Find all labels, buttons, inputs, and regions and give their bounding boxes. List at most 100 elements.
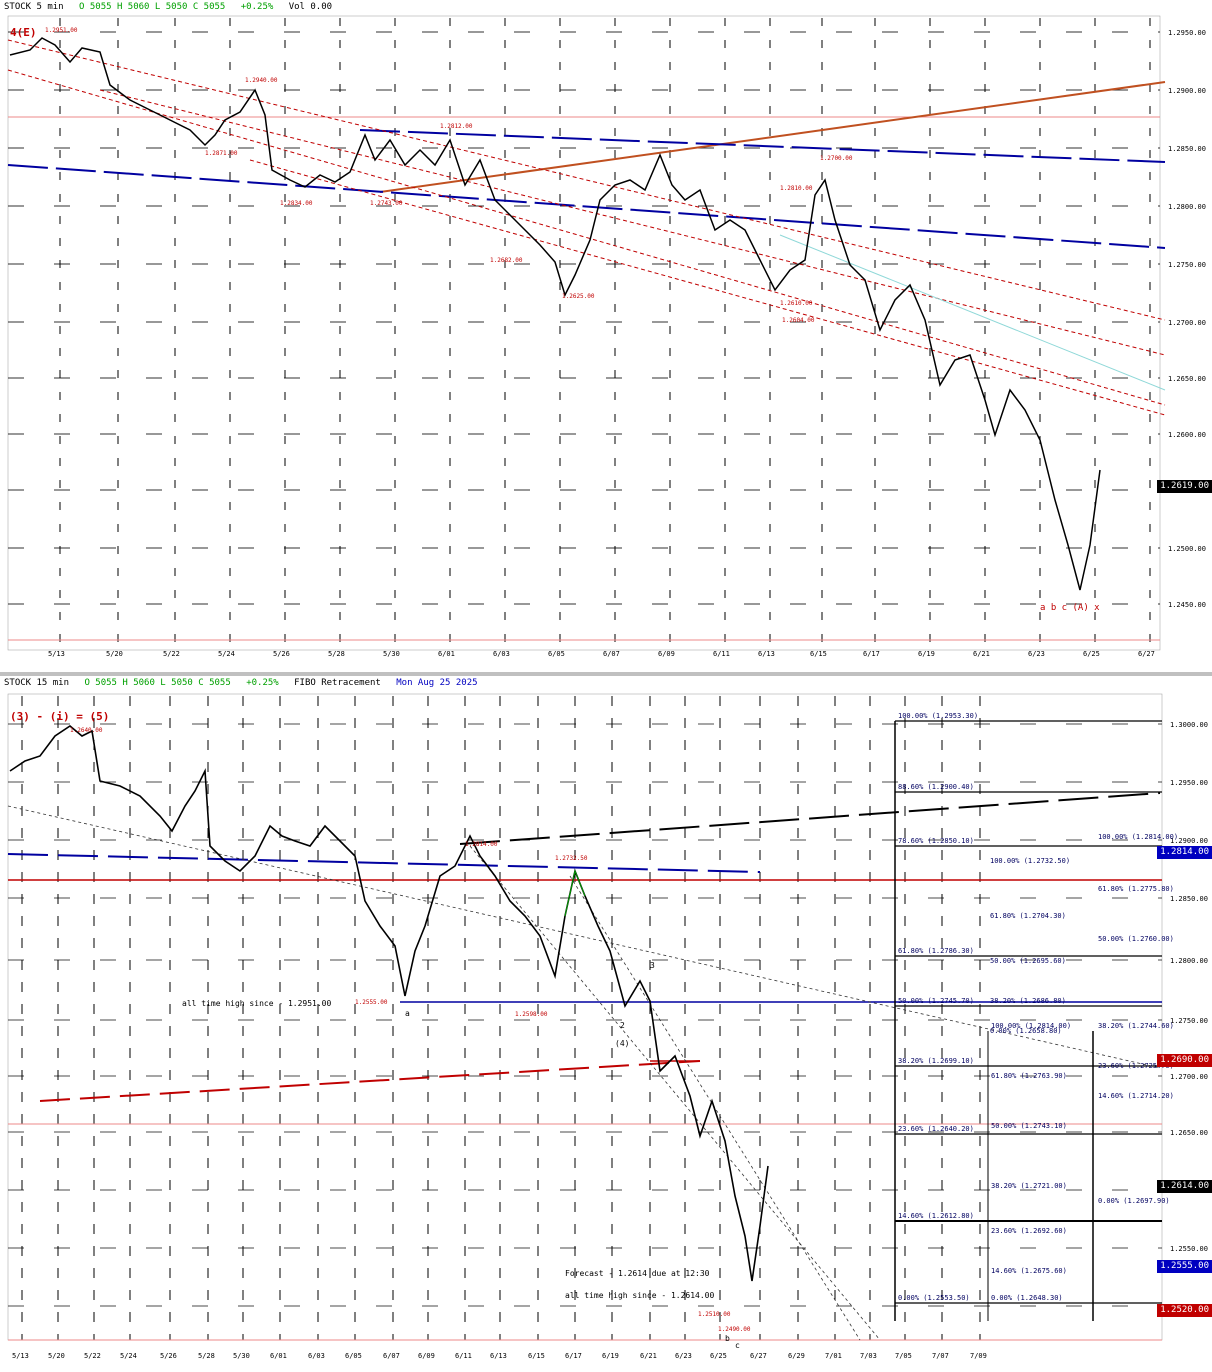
top-time-tick-11: 6/09 <box>658 650 675 658</box>
bottom-time-tick-14: 6/15 <box>528 1352 545 1360</box>
top-price-tick-0: 1.2950.00 <box>1168 29 1206 37</box>
bottom-fib-mid-label-4: 23.60% (1.2692.60) <box>991 1227 1067 1235</box>
bottom-fib-label-1: 88.60% (1.2900.40) <box>898 783 974 791</box>
bottom-wave-mark-2: c <box>735 1341 740 1350</box>
bottom-point-label-1: 1.2732.50 <box>555 855 588 862</box>
bottom-price-tick-5: 1.2750.00 <box>1170 1017 1208 1025</box>
bottom-point-label-0: 1.2814.00 <box>465 841 498 848</box>
bottom-time-tick-1: 5/20 <box>48 1352 65 1360</box>
bottom-header-date: Mon Aug 25 2025 <box>396 678 478 688</box>
bottom-fib-right-label-3: 38.20% (1.2744.60) <box>1098 1022 1174 1030</box>
bottom-fib-label-5: 38.20% (1.2699.10) <box>898 1057 974 1065</box>
top-price-tick-7: 1.2600.00 <box>1168 431 1206 439</box>
bottom-fib-far-label-0: 100.00% (1.2732.50) <box>990 857 1070 865</box>
top-trend-blue-2 <box>359 129 1166 163</box>
bottom-fib-right-label-6: 0.00% (1.2697.90) <box>1098 1197 1170 1205</box>
top-header-info: Vol 0.00 <box>288 2 333 12</box>
top-point-label-10: 1.2810.00 <box>780 185 813 192</box>
bottom-trend-red-rise <box>39 1060 701 1102</box>
bottom-point-label-4: 1.2640.00 <box>70 727 103 734</box>
top-time-tick-19: 6/25 <box>1083 650 1100 658</box>
top-time-tick-16: 6/19 <box>918 650 935 658</box>
bottom-time-tick-21: 6/29 <box>788 1352 805 1360</box>
bottom-fib-mid-label-6: 0.00% (1.2648.30) <box>991 1294 1063 1302</box>
bottom-price-tick-4: 1.2800.00 <box>1170 957 1208 965</box>
top-time-tick-0: 5/13 <box>48 650 65 658</box>
bottom-fib-right-label-5: 14.60% (1.2714.20) <box>1098 1092 1174 1100</box>
bottom-price-tick-1: 1.2950.00 <box>1170 779 1208 787</box>
bottom-wave-mark-0: a <box>405 1009 410 1018</box>
bottom-price-tag-1: 1.2814.00 <box>1157 846 1212 859</box>
bottom-time-tick-10: 6/07 <box>383 1352 400 1360</box>
bottom-wave-mark-1: b <box>725 1334 730 1343</box>
top-trend-blue-1 <box>7 164 1166 249</box>
bottom-time-tick-6: 5/30 <box>233 1352 250 1360</box>
top-point-label-9: 1.2604.00 <box>782 317 815 324</box>
bottom-plot-frame <box>7 693 1163 1341</box>
bottom-fib-mid-label-1: 61.80% (1.2763.90) <box>991 1072 1067 1080</box>
bottom-time-tick-9: 6/05 <box>345 1352 362 1360</box>
top-time-tick-6: 5/30 <box>383 650 400 658</box>
top-time-tick-1: 5/20 <box>106 650 123 658</box>
top-wave-label: a b c (A) x <box>1040 603 1100 613</box>
bottom-annotation-3: all time high since - 1.2614.00 <box>565 1291 714 1300</box>
bottom-fib-mid-label-5: 14.60% (1.2675.60) <box>991 1267 1067 1275</box>
bottom-corner-label: (3) - (i) = (5) <box>10 710 110 723</box>
top-price-tick-3: 1.2800.00 <box>1168 203 1206 211</box>
top-trend-cyan <box>779 234 1166 391</box>
bottom-fib-right-label-0: 100.00% (1.2814.00) <box>1098 833 1178 841</box>
bottom-time-tick-5: 5/28 <box>198 1352 215 1360</box>
bottom-fib-mid-label-2: 50.00% (1.2743.10) <box>991 1122 1067 1130</box>
bottom-price-tag-2: 1.2690.00 <box>1157 1054 1212 1067</box>
bottom-chart-svg: 1.3000.00 1.2950.00 1.2900.00 1.2850.00 1.28… <box>7 693 1208 1360</box>
bottom-header-title: STOCK 15 min <box>4 678 70 688</box>
top-header-ohlc: O 5055 H 5060 L 5050 C 5055 <box>79 2 226 12</box>
bottom-time-tick-24: 7/05 <box>895 1352 912 1360</box>
bottom-fib-mid-label-0: 100.00% (1.2814.00) <box>991 1022 1071 1030</box>
bottom-time-tick-25: 7/07 <box>932 1352 949 1360</box>
bottom-time-tick-4: 5/26 <box>160 1352 177 1360</box>
top-time-tick-15: 6/17 <box>863 650 880 658</box>
top-trend-red-4 <box>249 159 1166 416</box>
bottom-fib-far-label-2: 50.00% (1.2695.60) <box>990 957 1066 965</box>
top-time-tick-13: 6/13 <box>758 650 775 658</box>
bottom-fib-right-label-2: 50.00% (1.2760.00) <box>1098 935 1174 943</box>
top-time-tick-17: 6/21 <box>973 650 990 658</box>
bottom-price-line <box>9 725 769 1282</box>
top-price-line <box>9 37 1101 591</box>
bottom-price-tick-6: 1.2700.00 <box>1170 1073 1208 1081</box>
top-trend-red-2 <box>7 69 1166 406</box>
bottom-time-tick-12: 6/11 <box>455 1352 472 1360</box>
bottom-time-tick-26: 7/09 <box>970 1352 987 1360</box>
bottom-time-tick-23: 7/03 <box>860 1352 877 1360</box>
bottom-fib-label-2: 78.60% (1.2850.10) <box>898 837 974 845</box>
bottom-fib-label-3: 61.80% (1.2786.30) <box>898 947 974 955</box>
top-trend-up-orange <box>379 81 1166 193</box>
top-price-tick-5: 1.2700.00 <box>1168 319 1206 327</box>
bottom-price-tag-4: 1.2555.00 <box>1157 1260 1212 1273</box>
bottom-time-tick-7: 6/01 <box>270 1352 287 1360</box>
top-point-label-2: 1.2871.00 <box>205 150 238 157</box>
top-point-label-1: 1.2940.00 <box>245 77 278 84</box>
bottom-point-label-5: 1.2510.00 <box>698 1311 731 1318</box>
top-price-tick-10: 1.2450.00 <box>1168 601 1206 609</box>
top-time-tick-10: 6/07 <box>603 650 620 658</box>
bottom-header-change: +0.25% <box>246 678 279 688</box>
top-time-tick-9: 6/05 <box>548 650 565 658</box>
top-time-tick-3: 5/24 <box>218 650 235 658</box>
bottom-time-tick-3: 5/24 <box>120 1352 137 1360</box>
top-current-price-tag: 1.2619.00 <box>1157 480 1212 493</box>
bottom-fib-label-6: 23.60% (1.2640.20) <box>898 1125 974 1133</box>
bottom-trend-dark <box>459 792 1161 845</box>
bottom-header-ohlc: O 5055 H 5060 L 5050 C 5055 <box>84 678 231 688</box>
top-point-label-7: 1.2625.00 <box>562 293 595 300</box>
bottom-time-tick-22: 7/01 <box>825 1352 842 1360</box>
bottom-time-tick-15: 6/17 <box>565 1352 582 1360</box>
bottom-time-tick-13: 6/13 <box>490 1352 507 1360</box>
top-time-tick-18: 6/23 <box>1028 650 1045 658</box>
top-time-tick-2: 5/22 <box>163 650 180 658</box>
bottom-price-tick-9: 1.2550.00 <box>1170 1245 1208 1253</box>
panel-divider[interactable] <box>0 672 1212 676</box>
top-time-tick-12: 6/11 <box>713 650 730 658</box>
top-chart-header: STOCK 5 min O 5055 H 5060 L 5050 C 5055 … <box>4 2 342 16</box>
